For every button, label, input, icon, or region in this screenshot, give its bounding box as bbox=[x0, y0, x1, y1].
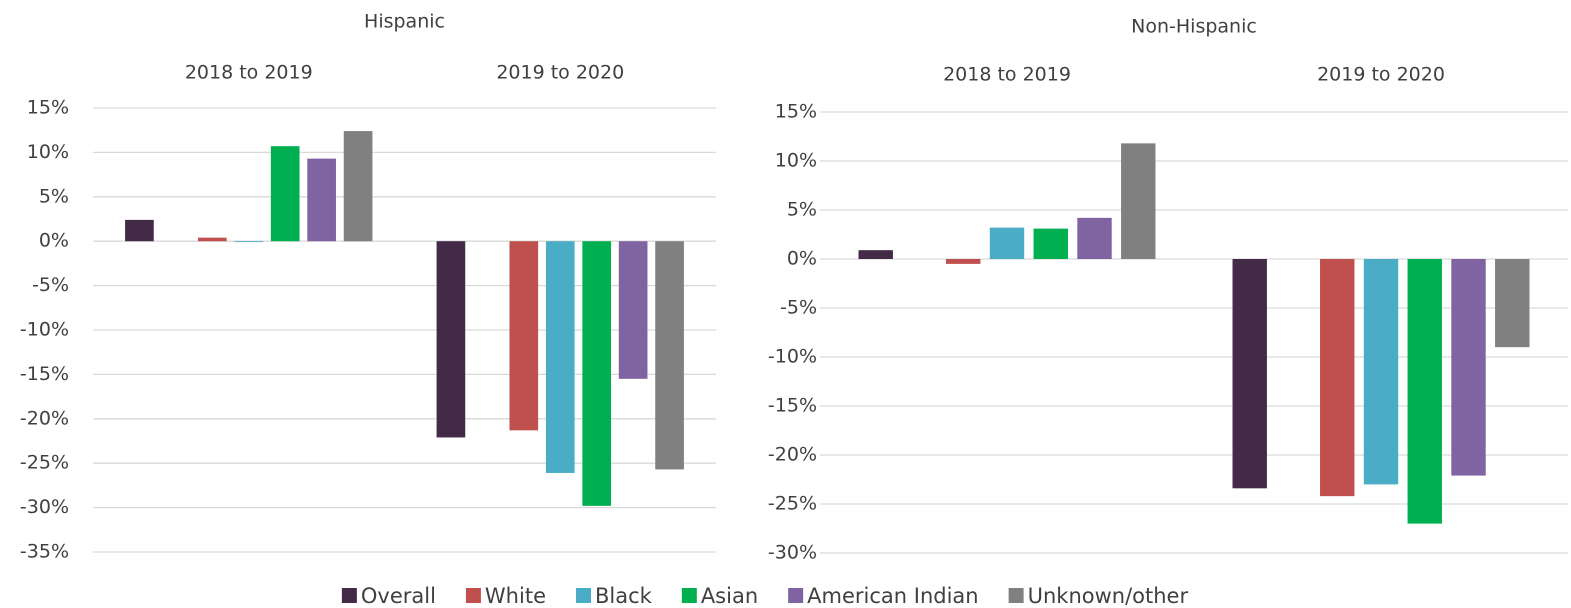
category-label: 2019 to 2020 bbox=[496, 62, 624, 84]
bar bbox=[1451, 259, 1486, 476]
y-tick-label: -30% bbox=[768, 542, 817, 564]
y-tick-label: -15% bbox=[20, 363, 69, 385]
bar bbox=[1121, 143, 1156, 259]
bar bbox=[343, 131, 373, 242]
bar bbox=[618, 241, 648, 379]
legend-label: Overall bbox=[361, 584, 436, 608]
legend-swatch bbox=[788, 588, 804, 603]
y-tick-label: -5% bbox=[32, 274, 69, 296]
bar bbox=[270, 146, 300, 242]
category-label: 2018 to 2019 bbox=[943, 64, 1071, 86]
y-tick-label: 5% bbox=[39, 185, 69, 207]
y-tick-label: -5% bbox=[780, 297, 817, 319]
chart-title: Non-Hispanic bbox=[1131, 16, 1257, 38]
bar bbox=[989, 227, 1025, 259]
legend-label: Asian bbox=[701, 584, 758, 608]
bar bbox=[1320, 259, 1355, 497]
y-tick-label: -10% bbox=[768, 346, 817, 368]
y-tick-label: 15% bbox=[27, 97, 69, 119]
y-tick-label: -10% bbox=[20, 319, 69, 341]
bar bbox=[946, 259, 981, 264]
bar bbox=[1495, 259, 1530, 348]
y-tick-label: -20% bbox=[20, 407, 69, 429]
legend-label: White bbox=[485, 584, 546, 608]
bar bbox=[509, 241, 539, 431]
chart-title: Hispanic bbox=[364, 11, 445, 33]
bar bbox=[234, 241, 264, 243]
y-tick-label: -20% bbox=[768, 444, 817, 466]
bar bbox=[1077, 217, 1112, 259]
bar bbox=[1363, 259, 1399, 485]
legend-swatch bbox=[341, 588, 357, 603]
bar bbox=[545, 241, 575, 473]
y-tick-label: -30% bbox=[20, 496, 69, 518]
y-tick-label: -35% bbox=[20, 541, 69, 563]
bar bbox=[436, 241, 466, 438]
y-tick-label: -25% bbox=[768, 493, 817, 515]
legend-swatch bbox=[1008, 588, 1024, 603]
legend-swatch bbox=[681, 588, 697, 603]
legend-label: Black bbox=[595, 584, 653, 608]
bar bbox=[858, 250, 893, 259]
y-tick-label: -25% bbox=[20, 452, 69, 474]
y-tick-label: 10% bbox=[27, 141, 69, 163]
bar bbox=[1232, 259, 1267, 489]
y-tick-label: 0% bbox=[787, 248, 817, 270]
bar bbox=[655, 241, 684, 470]
bar bbox=[197, 237, 227, 242]
legend-swatch bbox=[575, 588, 591, 603]
category-label: 2018 to 2019 bbox=[185, 62, 313, 84]
legend-label: Unknown/other bbox=[1028, 584, 1189, 608]
y-tick-label: 15% bbox=[775, 101, 817, 123]
y-tick-label: -15% bbox=[768, 395, 817, 417]
bar bbox=[1033, 228, 1068, 259]
bar bbox=[307, 158, 336, 242]
category-label: 2019 to 2020 bbox=[1317, 64, 1445, 86]
y-tick-label: 5% bbox=[787, 199, 817, 221]
y-tick-label: 0% bbox=[39, 230, 69, 252]
bar bbox=[125, 219, 154, 242]
bar bbox=[582, 241, 612, 506]
bar bbox=[1407, 259, 1442, 524]
legend-swatch bbox=[465, 588, 481, 603]
legend-label: American Indian bbox=[807, 584, 978, 608]
y-tick-label: 10% bbox=[775, 150, 817, 172]
